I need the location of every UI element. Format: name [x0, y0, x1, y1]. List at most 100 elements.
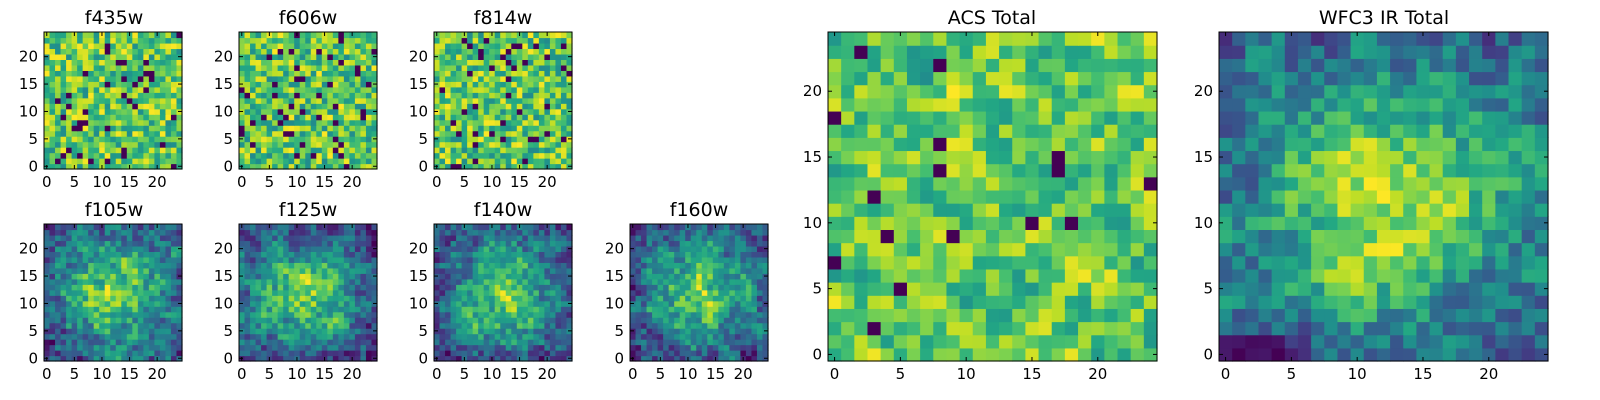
heatmap-cell	[132, 328, 139, 335]
heatmap-cell	[999, 229, 1013, 244]
heatmap-cell	[489, 311, 496, 318]
heatmap-cell	[701, 278, 708, 285]
heatmap-cell	[343, 229, 350, 236]
heatmap-cell	[49, 350, 56, 357]
heatmap-cell	[88, 141, 95, 148]
heatmap-cell	[756, 306, 764, 313]
heatmap-cell	[277, 158, 284, 165]
heatmap-cell	[250, 32, 257, 39]
heatmap-cell	[104, 119, 111, 126]
heatmap-cell	[44, 295, 51, 302]
heatmap-cell	[489, 108, 496, 115]
heatmap-cell	[82, 97, 89, 104]
heatmap-cell	[756, 267, 764, 274]
heatmap-cell	[527, 229, 534, 236]
x-tick-label: 5	[70, 173, 80, 191]
heatmap-cell	[500, 245, 507, 252]
heatmap-cell	[489, 136, 496, 143]
heatmap-cell	[250, 350, 257, 357]
heatmap-cell	[110, 64, 117, 71]
heatmap-cell	[115, 97, 122, 104]
heatmap-cell	[283, 355, 290, 362]
heatmap-cell	[44, 350, 51, 357]
heatmap-cell	[641, 311, 648, 318]
heatmap-cell	[170, 224, 178, 231]
heatmap-cell	[321, 245, 328, 252]
heatmap-cell	[946, 229, 961, 244]
heatmap-cell	[82, 328, 89, 335]
heatmap-cell	[555, 317, 562, 324]
heatmap-cell	[718, 234, 725, 242]
heatmap-cell	[93, 59, 100, 66]
heatmap-cell	[316, 251, 323, 258]
heatmap-cell	[272, 267, 279, 274]
heatmap-cell	[277, 48, 284, 55]
heatmap-cell	[159, 125, 167, 132]
heatmap-cell	[82, 42, 89, 50]
heatmap-cell	[880, 347, 895, 362]
heatmap-cell	[828, 347, 842, 362]
heatmap-cell	[321, 37, 328, 44]
heatmap-cell	[250, 48, 257, 55]
heatmap-cell	[630, 339, 637, 346]
heatmap-cell	[828, 216, 842, 230]
heatmap-cell	[516, 317, 523, 324]
heatmap-cell	[310, 42, 317, 50]
heatmap-cell	[1078, 229, 1092, 244]
heatmap-cell	[49, 322, 56, 329]
heatmap-cell	[734, 339, 741, 346]
heatmap-cell	[332, 141, 339, 148]
heatmap-cell	[456, 163, 463, 170]
x-tick-label: 10	[287, 173, 306, 191]
heatmap-cell	[349, 245, 356, 252]
heatmap-cell	[712, 328, 719, 335]
heatmap-cell	[283, 322, 290, 329]
heatmap-cell	[170, 284, 178, 291]
heatmap-cell	[170, 256, 178, 263]
heatmap-cell	[115, 81, 122, 88]
heatmap-cell	[505, 251, 512, 258]
heatmap-cell	[272, 339, 279, 346]
heatmap-cell	[148, 224, 155, 231]
heatmap-cell	[294, 125, 301, 132]
heatmap-cell	[316, 42, 323, 50]
heatmap-cell	[283, 32, 290, 39]
heatmap-cell	[82, 262, 89, 269]
heatmap-cell	[283, 53, 290, 60]
heatmap-cell	[712, 245, 719, 252]
heatmap-cell	[456, 119, 463, 126]
heatmap-cell	[272, 147, 279, 154]
heatmap-cell	[483, 92, 490, 99]
heatmap-cell	[121, 300, 128, 307]
heatmap-cell	[1064, 334, 1079, 349]
heatmap-cell	[44, 59, 51, 66]
heatmap-cell	[305, 119, 312, 126]
heatmap-cell	[338, 141, 345, 148]
heatmap-cell	[104, 32, 111, 39]
heatmap-cell	[538, 103, 545, 110]
heatmap-cell	[277, 322, 284, 329]
heatmap-cell	[533, 114, 540, 121]
heatmap-cell	[93, 158, 100, 165]
heatmap-cell	[99, 108, 106, 115]
heatmap-cell	[533, 103, 540, 110]
heatmap-cell	[60, 59, 67, 66]
heatmap-cell	[132, 108, 139, 115]
heatmap-cell	[283, 317, 290, 324]
heatmap-cell	[165, 86, 172, 93]
heatmap-cell	[305, 355, 312, 362]
heatmap-cell	[115, 163, 122, 170]
heatmap-cell	[450, 147, 457, 154]
heatmap-cell	[338, 333, 345, 340]
heatmap-cell	[723, 355, 730, 362]
heatmap-cell	[327, 42, 334, 50]
heatmap-cell	[472, 130, 479, 137]
heatmap-cell	[762, 262, 769, 269]
heatmap-cell	[461, 317, 468, 324]
heatmap-cell	[121, 333, 128, 340]
heatmap-cell	[283, 70, 290, 77]
heatmap-cell	[327, 256, 334, 263]
heatmap-cell	[343, 53, 350, 60]
heatmap-cell	[255, 300, 262, 307]
heatmap-cell	[338, 81, 345, 88]
